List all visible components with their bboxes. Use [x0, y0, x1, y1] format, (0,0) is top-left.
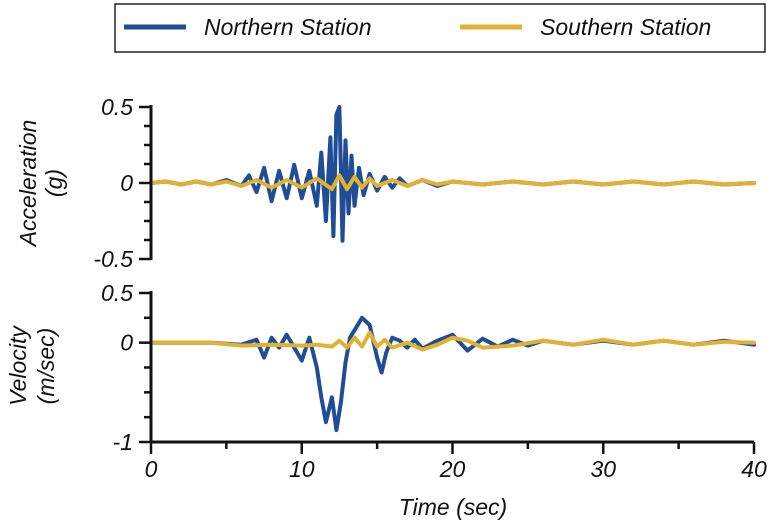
velocity-tick-label: 0	[120, 330, 133, 356]
acceleration-tick-label: 0.5	[101, 94, 133, 120]
velocity-series-southern	[149, 330, 756, 352]
velocity-panel: -1 0 0.5 0 10 20 30 40 Velocity (m/sec)	[5, 280, 767, 482]
legend-northern-label: Northern Station	[204, 14, 371, 40]
velocity-tick-label: -1	[113, 429, 133, 455]
x-tick-label: 10	[289, 456, 315, 482]
acceleration-panel: -0.5 0 0.5 Acceleration (g)	[15, 94, 756, 272]
acceleration-series-southern	[149, 173, 756, 192]
acceleration-gridless-plot	[149, 105, 756, 243]
velocity-ylabel-line2: (m/sec)	[33, 328, 59, 405]
acceleration-series-northern	[149, 105, 756, 243]
x-tick-label: 40	[741, 456, 767, 482]
legend-southern-label: Southern Station	[540, 14, 711, 40]
x-axis-label: Time (sec)	[399, 494, 507, 520]
velocity-ticks: -1 0 0.5	[101, 280, 151, 455]
acceleration-ylabel-line1: Acceleration	[15, 120, 41, 249]
velocity-ylabel-line1: Velocity	[5, 325, 31, 406]
velocity-plot	[149, 315, 756, 433]
acceleration-ylabel-line2: (g)	[41, 169, 67, 197]
legend: Northern Station Southern Station	[114, 3, 766, 53]
x-axis-ticks: 0 10 20 30 40	[145, 442, 767, 482]
x-tick-label: 0	[145, 456, 158, 482]
acceleration-tick-label: -0.5	[93, 246, 133, 272]
acceleration-tick-label: 0	[120, 170, 133, 196]
velocity-series-northern	[149, 315, 756, 433]
legend-box	[114, 3, 766, 53]
acceleration-ticks: -0.5 0 0.5	[93, 94, 151, 272]
x-tick-label: 20	[439, 456, 466, 482]
x-tick-label: 30	[590, 456, 616, 482]
velocity-tick-label: 0.5	[101, 280, 133, 306]
